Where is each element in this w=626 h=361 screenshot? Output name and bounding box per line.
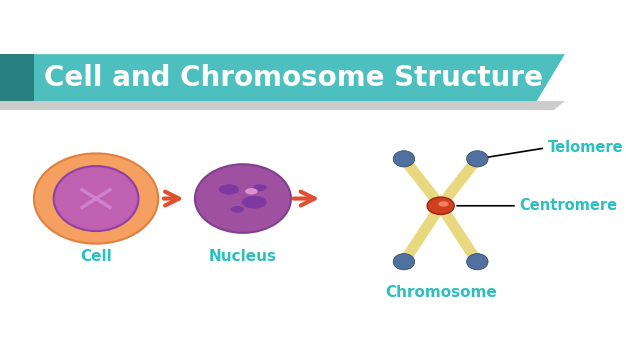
Ellipse shape [195,164,291,233]
Polygon shape [0,54,34,101]
Ellipse shape [438,201,449,206]
Text: Chromosome: Chromosome [385,285,496,300]
Ellipse shape [393,253,414,270]
Polygon shape [0,101,565,110]
Ellipse shape [245,188,258,195]
Ellipse shape [34,153,158,244]
Ellipse shape [218,184,239,195]
Ellipse shape [393,151,414,167]
Ellipse shape [427,197,454,214]
Ellipse shape [54,166,138,231]
Text: Cell and Chromosome Structure: Cell and Chromosome Structure [44,64,543,92]
Ellipse shape [466,151,488,167]
Ellipse shape [253,184,267,191]
Ellipse shape [466,253,488,270]
Text: Centromere: Centromere [520,198,618,213]
Polygon shape [0,54,565,101]
Text: Telomere: Telomere [548,140,623,155]
Text: Cell: Cell [80,249,112,264]
Ellipse shape [242,196,267,209]
Text: Nucleus: Nucleus [209,249,277,264]
Ellipse shape [230,206,244,213]
